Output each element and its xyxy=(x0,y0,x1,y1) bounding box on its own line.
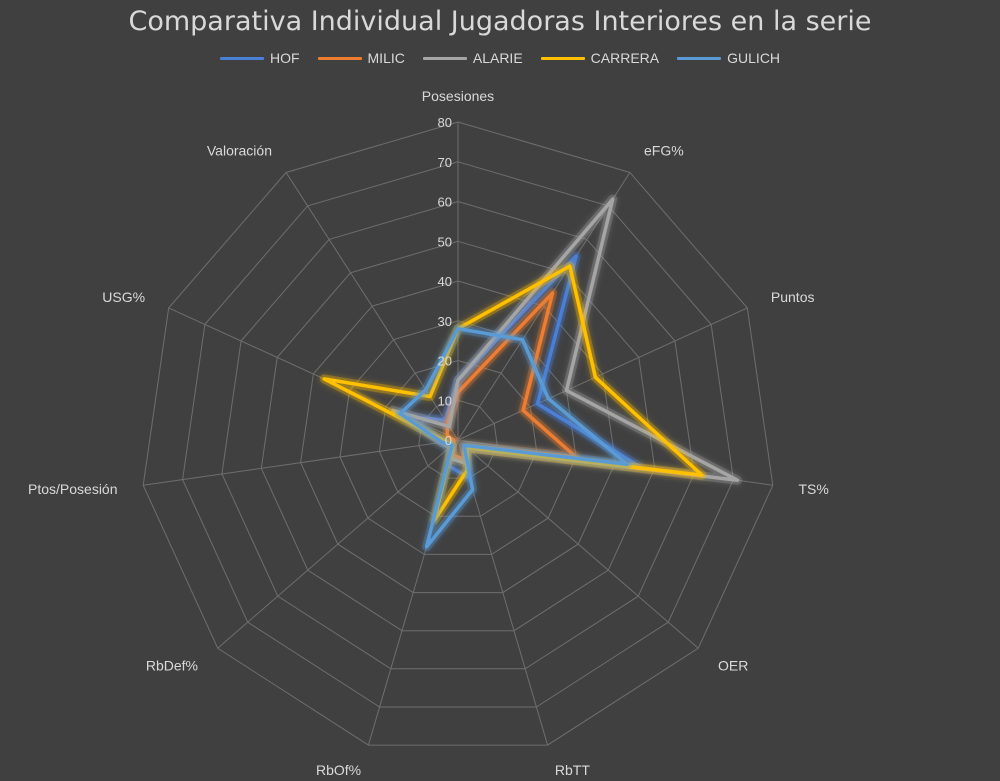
legend-label: ALARIE xyxy=(472,50,523,66)
legend-item: HOF xyxy=(219,50,300,66)
legend-swatch xyxy=(422,56,467,60)
tick-label: 70 xyxy=(438,155,452,170)
spoke-line xyxy=(143,439,459,486)
legend-label: GULICH xyxy=(727,50,781,66)
category-label: Puntos xyxy=(771,289,815,305)
grid-ring xyxy=(221,200,695,670)
legend-item: MILIC xyxy=(317,50,405,66)
tick-label: 60 xyxy=(438,195,452,210)
category-label: RbDef% xyxy=(146,657,198,673)
series-carrera xyxy=(319,261,707,525)
series-line xyxy=(322,264,704,522)
radar-grid xyxy=(142,121,774,746)
legend-item: CARRERA xyxy=(540,50,660,66)
tick-label: 80 xyxy=(438,115,452,130)
series-layer xyxy=(319,194,742,552)
category-label: Valoración xyxy=(207,143,272,159)
legend-label: CARRERA xyxy=(590,50,660,66)
tick-label: 40 xyxy=(438,274,452,289)
grid-ring xyxy=(142,121,774,746)
category-label: OER xyxy=(718,657,748,673)
legend-label: HOF xyxy=(269,50,300,66)
legend-item: ALARIE xyxy=(422,50,523,66)
spoke-line xyxy=(457,307,748,441)
chart-title: Comparativa Individual Jugadoras Interio… xyxy=(128,6,872,37)
legend-item: GULICH xyxy=(677,50,780,66)
category-label: RbOf% xyxy=(316,762,361,778)
tick-label: 10 xyxy=(438,393,452,408)
category-label: TS% xyxy=(799,481,829,497)
grid-ring xyxy=(260,240,656,632)
series-gulich xyxy=(395,324,632,552)
legend-swatch xyxy=(540,56,585,60)
legend-label: MILIC xyxy=(367,50,405,66)
legend-swatch xyxy=(677,56,722,60)
tick-label: 50 xyxy=(438,234,452,249)
label-layer: 0 10 20 30 40 50 60 70 80 Posesiones eFG% Puntos TS%… xyxy=(28,88,829,778)
spoke-line xyxy=(217,439,459,649)
spoke-line xyxy=(457,439,699,649)
tick-label: 30 xyxy=(438,314,452,329)
legend-swatch xyxy=(219,56,264,60)
category-label: USG% xyxy=(102,289,145,305)
category-label: Posesiones xyxy=(422,88,494,104)
legend-swatch xyxy=(317,56,362,60)
series-glow xyxy=(319,261,707,525)
tick-label: 0 xyxy=(445,433,452,448)
category-label: eFG% xyxy=(644,143,684,159)
category-label: RbTT xyxy=(555,762,590,778)
legend: HOF MILIC ALARIE CARRERA GULICH xyxy=(0,50,1000,66)
series-line xyxy=(398,326,629,549)
grid-ring xyxy=(182,161,734,708)
category-label: Ptos/Posesión xyxy=(28,481,118,497)
tick-label: 20 xyxy=(438,354,452,369)
